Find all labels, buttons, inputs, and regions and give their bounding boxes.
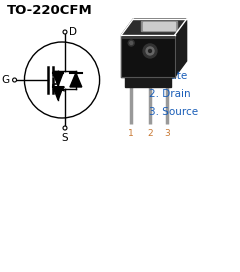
Bar bbox=[125, 77, 171, 87]
Text: S: S bbox=[62, 133, 68, 143]
Polygon shape bbox=[175, 19, 187, 77]
Circle shape bbox=[128, 40, 134, 46]
Polygon shape bbox=[143, 22, 175, 30]
Text: 3. Source: 3. Source bbox=[149, 107, 198, 117]
Polygon shape bbox=[53, 73, 63, 86]
Text: G: G bbox=[1, 75, 10, 85]
Text: TO-220CFM: TO-220CFM bbox=[7, 4, 92, 17]
Polygon shape bbox=[53, 87, 63, 100]
Circle shape bbox=[12, 78, 17, 82]
Text: 3: 3 bbox=[164, 129, 170, 138]
Text: D: D bbox=[69, 27, 77, 37]
Circle shape bbox=[146, 47, 154, 55]
Text: 1: 1 bbox=[128, 129, 134, 138]
Polygon shape bbox=[141, 21, 177, 31]
Circle shape bbox=[130, 42, 133, 45]
Polygon shape bbox=[121, 19, 187, 35]
Bar bbox=[121, 35, 175, 77]
Circle shape bbox=[63, 30, 67, 34]
Circle shape bbox=[63, 126, 67, 130]
Circle shape bbox=[143, 44, 157, 58]
Text: 2. Drain: 2. Drain bbox=[149, 89, 191, 99]
Circle shape bbox=[149, 50, 151, 52]
Polygon shape bbox=[70, 73, 82, 87]
Text: 1. Gate: 1. Gate bbox=[149, 71, 187, 81]
Text: 2: 2 bbox=[147, 129, 153, 138]
